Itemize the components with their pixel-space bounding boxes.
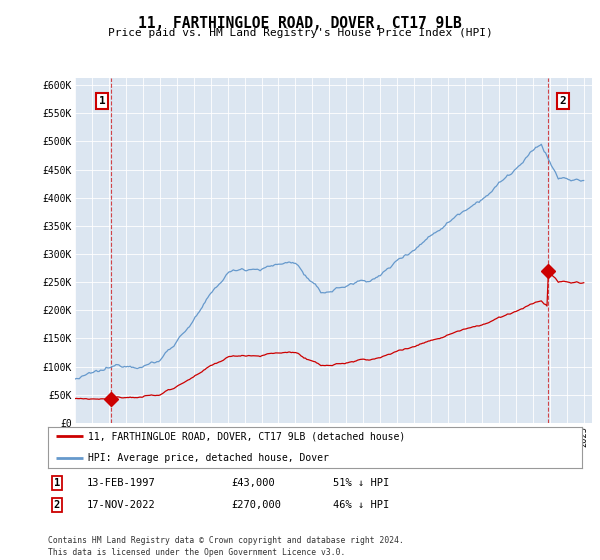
Text: 13-FEB-1997: 13-FEB-1997 — [87, 478, 156, 488]
Text: 17-NOV-2022: 17-NOV-2022 — [87, 500, 156, 510]
Text: Price paid vs. HM Land Registry's House Price Index (HPI): Price paid vs. HM Land Registry's House … — [107, 28, 493, 38]
Text: Contains HM Land Registry data © Crown copyright and database right 2024.
This d: Contains HM Land Registry data © Crown c… — [48, 536, 404, 557]
Text: £270,000: £270,000 — [231, 500, 281, 510]
Text: 11, FARTHINGLOE ROAD, DOVER, CT17 9LB (detached house): 11, FARTHINGLOE ROAD, DOVER, CT17 9LB (d… — [88, 431, 406, 441]
Text: 1: 1 — [54, 478, 60, 488]
Text: 2: 2 — [54, 500, 60, 510]
Text: 1: 1 — [99, 96, 106, 106]
Text: 11, FARTHINGLOE ROAD, DOVER, CT17 9LB: 11, FARTHINGLOE ROAD, DOVER, CT17 9LB — [138, 16, 462, 31]
Text: HPI: Average price, detached house, Dover: HPI: Average price, detached house, Dove… — [88, 452, 329, 463]
Text: 46% ↓ HPI: 46% ↓ HPI — [333, 500, 389, 510]
Text: 2: 2 — [560, 96, 566, 106]
Text: 51% ↓ HPI: 51% ↓ HPI — [333, 478, 389, 488]
Text: £43,000: £43,000 — [231, 478, 275, 488]
